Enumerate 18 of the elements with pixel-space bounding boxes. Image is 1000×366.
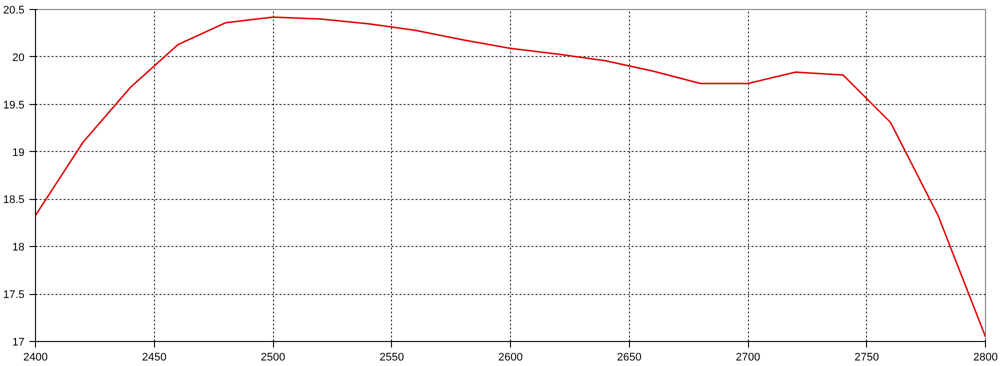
line-series xyxy=(36,16,986,338)
y-tick-label: 20 xyxy=(12,52,25,64)
x-tick-label: 2450 xyxy=(142,352,166,364)
x-tick-label: 2800 xyxy=(973,352,998,364)
y-tick-label: 20.5 xyxy=(3,4,25,16)
x-tick-label: 2600 xyxy=(498,352,523,364)
x-tick-label: 2400 xyxy=(23,352,48,364)
y-tick-label: 17 xyxy=(12,336,25,348)
x-tick-label: 2750 xyxy=(854,352,879,364)
y-tick-label: 18 xyxy=(12,242,25,254)
y-tick-label: 17.5 xyxy=(3,289,25,302)
x-tick-label: 2500 xyxy=(260,352,286,364)
y-tick-label: 19.5 xyxy=(3,99,25,112)
y-tick-label: 19 xyxy=(12,146,25,159)
x-tick-label: 2700 xyxy=(736,352,760,364)
y-tick-label: 18.5 xyxy=(3,194,25,206)
x-tick-label: 2550 xyxy=(380,352,404,364)
x-tick-label: 2650 xyxy=(617,352,642,364)
